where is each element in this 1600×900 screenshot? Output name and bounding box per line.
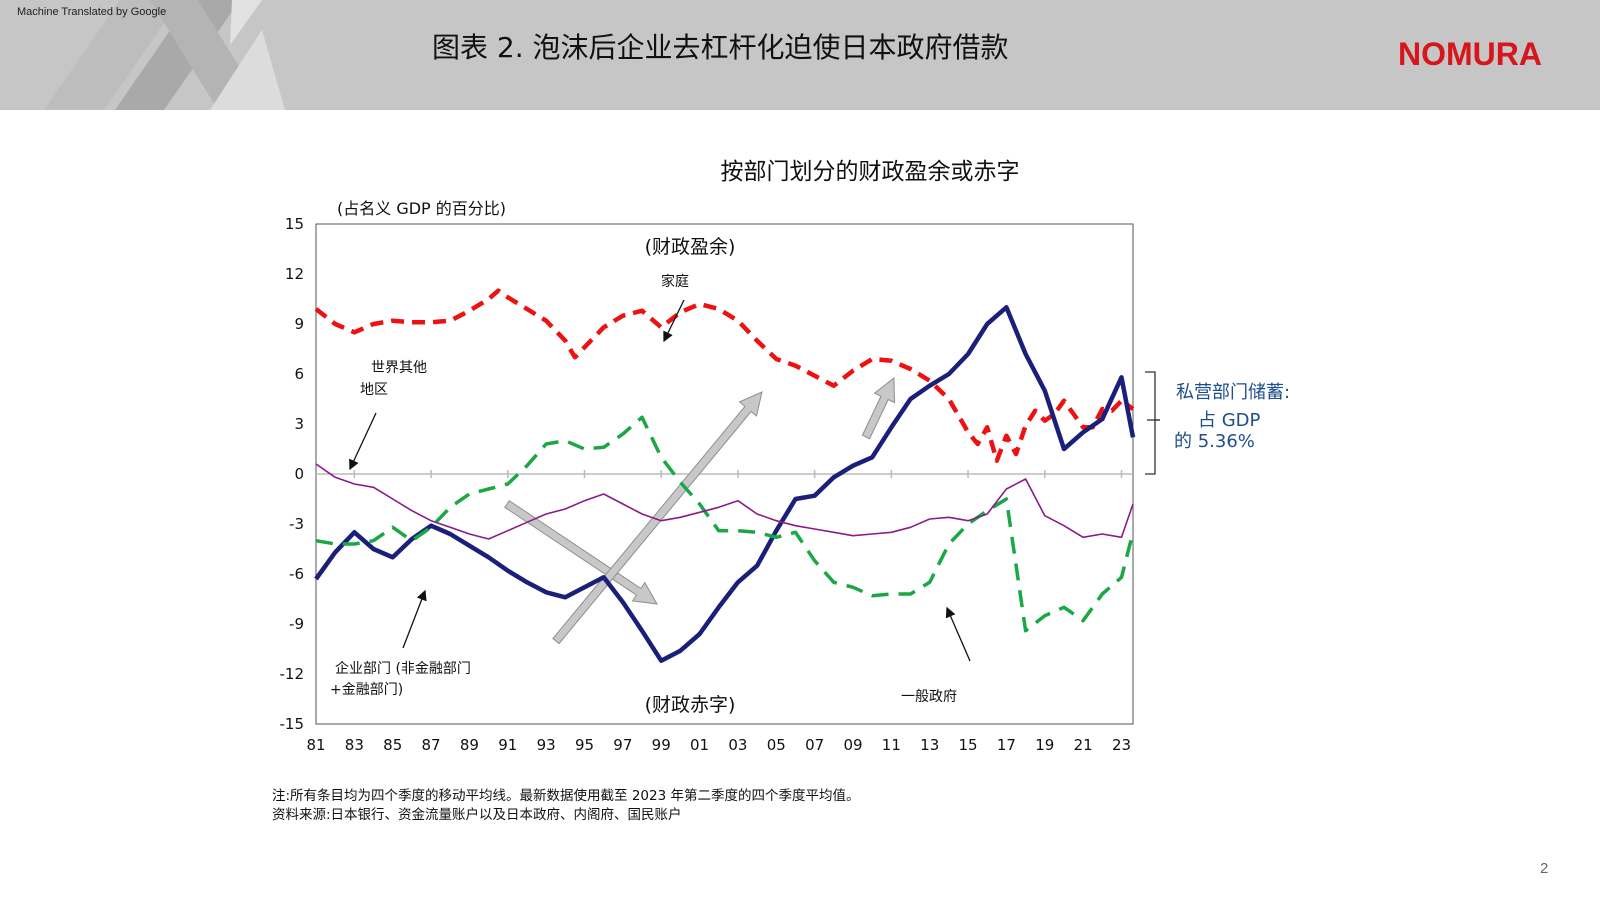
x-tick-label: 95 <box>575 736 594 754</box>
header-decoration <box>44 0 285 110</box>
x-tick-label: 87 <box>422 736 441 754</box>
x-tick-label: 03 <box>728 736 747 754</box>
pointer-government <box>945 606 971 662</box>
page-number: 2 <box>1540 860 1549 877</box>
annotation-corporate-1: 企业部门 (非金融部门 <box>335 660 471 677</box>
x-tick-label: 21 <box>1074 736 1093 754</box>
y-tick-label: -12 <box>280 665 305 683</box>
y-tick-label: 15 <box>285 215 304 233</box>
pointer-corporate <box>402 589 427 649</box>
x-tick-label: 07 <box>805 736 824 754</box>
annotation-government: 一般政府 <box>901 689 957 705</box>
series-line-household <box>314 288 1135 463</box>
header-bar: Machine Translated by Google 图表 2. 泡沫后企业… <box>0 0 1600 110</box>
annotation-deficit: (财政赤字) <box>645 694 736 716</box>
savings-note-line1: 私营部门储蓄: <box>1176 382 1291 403</box>
x-tick-label: 85 <box>383 736 402 754</box>
x-tick-label: 91 <box>498 736 517 754</box>
x-tick-label: 23 <box>1112 736 1131 754</box>
annotation-surplus: (财政盈余) <box>645 236 736 258</box>
x-tick-label: 17 <box>997 736 1016 754</box>
footnote-note: 注:所有条目均为四个季度的移动平均线。最新数据使用截至 2023 年第二季度的四… <box>272 788 860 804</box>
series-line-government <box>315 415 1135 633</box>
annotation-row-2: 地区 <box>360 382 388 398</box>
x-tick-label: 99 <box>652 736 671 754</box>
x-tick-label: 93 <box>537 736 556 754</box>
annotation-corporate-2: +金融部门) <box>330 682 403 698</box>
x-tick-label: 05 <box>767 736 786 754</box>
y-tick-label: 12 <box>285 265 304 283</box>
x-tick-label: 11 <box>882 736 901 754</box>
y-tick-label: 9 <box>294 315 304 333</box>
chart-title: 按部门划分的财政盈余或赤字 <box>720 159 1020 185</box>
y-tick-label: 3 <box>294 415 304 433</box>
y-tick-label: -9 <box>289 615 304 633</box>
annotation-household: 家庭 <box>661 273 689 290</box>
footnote-source: 资料来源:日本银行、资金流量账户以及日本政府、内阁府、国民账户 <box>272 807 682 823</box>
page-title: 图表 2. 泡沫后企业去杠杆化迫使日本政府借款 <box>432 31 1009 64</box>
savings-note-line2: 占 GDP <box>1198 410 1261 431</box>
x-tick-label: 13 <box>920 736 939 754</box>
nomura-logo: NOMURA <box>1398 36 1542 72</box>
y-tick-label: 0 <box>294 465 304 483</box>
x-tick-label: 19 <box>1035 736 1054 754</box>
pointer-household <box>663 299 685 343</box>
savings-note-line3: 的 5.36% <box>1174 431 1255 452</box>
annotation-row-1: 世界其他 <box>371 360 427 376</box>
y-axis-label: (占名义 GDP 的百分比) <box>337 199 506 218</box>
x-tick-label: 97 <box>613 736 632 754</box>
up-arrow-small <box>861 376 896 440</box>
y-tick-label: -15 <box>280 715 305 733</box>
y-tick-label: -3 <box>289 515 304 533</box>
y-tick-label: 6 <box>294 365 304 383</box>
series-line-corporate <box>314 305 1136 663</box>
series-line-rest_of_world <box>315 463 1134 540</box>
machine-translated-label: Machine Translated by Google <box>17 6 167 18</box>
x-tick-label: 15 <box>959 736 978 754</box>
x-tick-label: 83 <box>345 736 364 754</box>
x-tick-label: 01 <box>690 736 709 754</box>
pointer-rest-of-world <box>349 412 377 471</box>
down-arrow-corporate <box>504 500 658 605</box>
y-tick-label: -6 <box>289 565 304 583</box>
up-arrow-corporate <box>552 391 763 645</box>
x-tick-label: 89 <box>460 736 479 754</box>
x-tick-label: 81 <box>306 736 325 754</box>
private-savings-bracket <box>1145 371 1160 475</box>
x-tick-label: 09 <box>843 736 862 754</box>
